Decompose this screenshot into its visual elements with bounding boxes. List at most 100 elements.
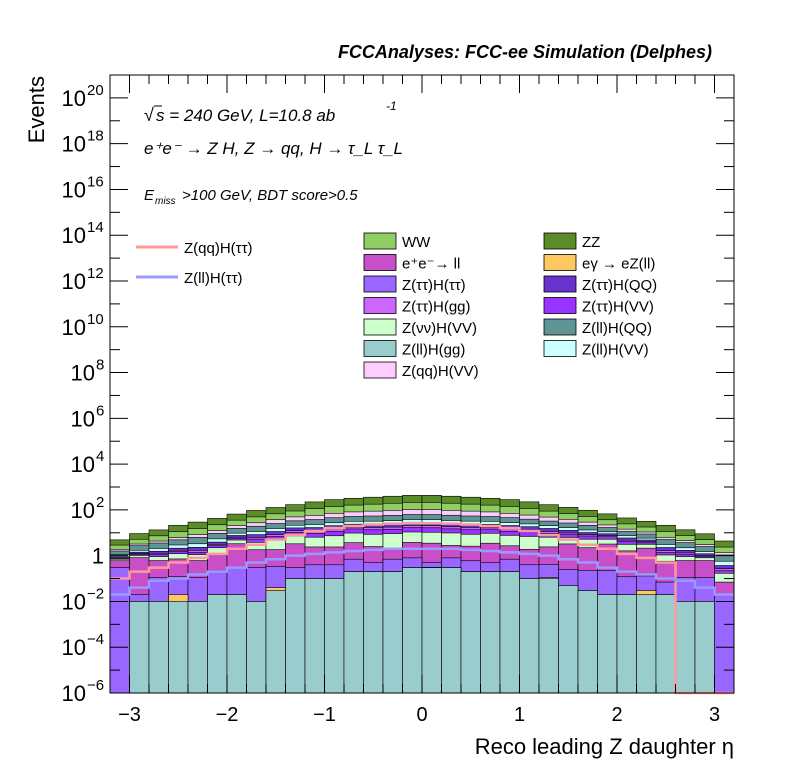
sqrt-symbol: √ — [144, 105, 154, 125]
bar-z-ll-h-gg-6 — [226, 594, 247, 694]
legend-label-z-h-gg: Z(ττ)H(gg) — [402, 299, 471, 316]
series-z-ll-h-gg — [129, 567, 715, 694]
legend-swatch-z-ll-h-gg — [363, 340, 397, 357]
bar-z-ll-h-gg-14 — [382, 571, 403, 694]
bar-z-ll-h-gg-29 — [675, 601, 696, 694]
signal-lines — [110, 522, 734, 695]
x-tick-label: −1 — [313, 704, 336, 726]
y-tick-label: 10 — [62, 132, 86, 157]
bar-z-ll-h-gg-11 — [324, 578, 345, 694]
legend-label-e-ez-ll: eγ → eZ(ll) — [582, 256, 655, 273]
y-tick-label: 10 — [71, 361, 95, 386]
y-tick-label: 10 — [62, 86, 86, 111]
cut-rest: >100 GeV, BDT score>0.5 — [182, 187, 358, 204]
legend-swatch-z-ll-h-qq — [543, 318, 577, 336]
bar-z-ll-h-gg-25 — [597, 594, 618, 694]
legend-label-z-qq-h: Z(qq)H(ττ) — [184, 240, 253, 257]
line-z-qq-h — [110, 522, 734, 695]
y-axis-label: Events — [24, 76, 49, 143]
bar-z-ll-h-gg-27 — [636, 594, 657, 694]
cut-annotation: E miss >100 GeV, BDT score>0.5 — [144, 187, 358, 207]
legend-label-z-ll-h-qq: Z(ll)H(QQ) — [582, 320, 652, 337]
bar-z-ll-h-gg-24 — [577, 590, 598, 694]
bar-z-ll-h-gg-3 — [168, 601, 189, 694]
y-tick-exponent: 6 — [96, 402, 104, 419]
x-tick-label: 2 — [611, 704, 622, 726]
y-tick-label: 10 — [62, 315, 86, 340]
bar-z-ll-h-gg-7 — [246, 601, 267, 694]
legend-label-z-ll-h-gg: Z(ll)H(gg) — [402, 342, 465, 359]
x-axis-label: Reco leading Z daughter η — [475, 734, 734, 759]
bar-z-ll-h-gg-15 — [402, 567, 423, 694]
y-tick-exponent: −2 — [87, 585, 104, 602]
bar-z-ll-h-gg-21 — [519, 578, 540, 694]
x-tick-label: 1 — [514, 704, 525, 726]
legend-swatch-z-h-vv — [363, 318, 397, 336]
legend-swatch-z-h-vv — [543, 297, 577, 314]
bar-z-ll-h-gg-4 — [187, 601, 208, 694]
chart-title: FCCAnalyses: FCC-ee Simulation (Delphes) — [338, 42, 712, 62]
x-tick-label: 3 — [709, 704, 720, 726]
legend-label-z-h: Z(ττ)H(ττ) — [402, 277, 466, 294]
x-tick-label: −2 — [216, 704, 239, 726]
legend-swatch-ww — [363, 232, 397, 250]
y-tick-exponent: 14 — [87, 219, 104, 236]
legend-column-2: ZZ eγ → eZ(ll) Z(ττ)H(QQ) Z(ττ)H(VV) Z(ll)H(… — [543, 232, 657, 359]
bar-z-ll-h-gg-9 — [285, 578, 306, 694]
cut-e: E — [144, 187, 155, 204]
cut-miss: miss — [155, 196, 176, 207]
bar-z-ll-h-gg-5 — [207, 594, 228, 694]
bar-z-ll-h-gg-23 — [558, 585, 579, 694]
legend-label-zz: ZZ — [582, 234, 600, 251]
legend-swatch-z-ll-h-vv — [543, 340, 577, 357]
bar-z-ll-h-gg-13 — [363, 571, 384, 694]
legend-label-z-qq-h-vv: Z(qq)H(VV) — [402, 363, 479, 380]
energy-exponent: -1 — [386, 99, 397, 113]
bar-z-h-31 — [714, 594, 735, 694]
legend-swatch-e-ez-ll — [543, 254, 577, 271]
legend-signal-lines: Z(qq)H(ττ) Z(ll)H(ττ) — [136, 240, 253, 287]
legend-label-z-h-qq: Z(ττ)H(QQ) — [582, 277, 657, 294]
y-tick-exponent: 18 — [87, 128, 104, 145]
bar-z-ll-h-gg-19 — [480, 571, 501, 694]
y-tick-exponent: 20 — [87, 82, 104, 99]
legend-label-z-ll-h: Z(ll)H(ττ) — [184, 270, 243, 287]
bar-z-ll-h-gg-18 — [460, 571, 481, 694]
bar-z-ll-h-gg-1 — [129, 601, 150, 694]
bar-z-ll-h-gg-8 — [265, 590, 286, 694]
y-tick-label: 10 — [71, 498, 95, 523]
y-tick-label: 1 — [92, 544, 104, 569]
legend-swatch-z-qq-h-vv — [363, 361, 397, 379]
bar-z-ll-h-gg-26 — [616, 594, 637, 694]
y-tick-label: 10 — [62, 681, 86, 706]
bar-z-ll-h-gg-22 — [538, 578, 559, 694]
y-tick-label: 10 — [62, 635, 86, 660]
y-tick-label: 10 — [62, 223, 86, 248]
y-tick-label: 10 — [71, 452, 95, 477]
y-tick-label: 10 — [62, 177, 86, 202]
y-tick-exponent: 4 — [96, 448, 104, 465]
x-tick-label: −3 — [118, 704, 141, 726]
y-tick-label: 10 — [62, 589, 86, 614]
stacked-histograms — [109, 495, 735, 694]
bar-z-ll-h-gg-10 — [304, 578, 325, 694]
energy-text: s = 240 GeV, L=10.8 ab — [156, 106, 335, 125]
y-tick-exponent: 2 — [96, 494, 104, 511]
y-tick-label: 10 — [62, 269, 86, 294]
x-tick-label: 0 — [416, 704, 427, 726]
bar-z-ll-h-gg-28 — [655, 594, 676, 694]
bar-z-ll-h-gg-17 — [441, 567, 462, 694]
legend-swatch-zz — [543, 232, 577, 250]
legend-swatch-z-h — [363, 275, 397, 293]
y-tick-label: 10 — [71, 406, 95, 431]
legend-swatch-e-e-ll — [363, 254, 397, 271]
legend-label-ww: WW — [402, 234, 431, 251]
x-axis-ticks: −3 −2 −1 0 1 2 3 — [109, 75, 735, 726]
legend-label-z-ll-h-vv: Z(ll)H(VV) — [582, 342, 649, 359]
legend-label-e-e-ll: e⁺e⁻→ ll — [402, 256, 460, 273]
legend-label-z-h-vv: Z(νν)H(VV) — [402, 320, 477, 337]
y-tick-exponent: −6 — [87, 677, 104, 694]
legend-swatch-z-h-gg — [363, 297, 397, 314]
